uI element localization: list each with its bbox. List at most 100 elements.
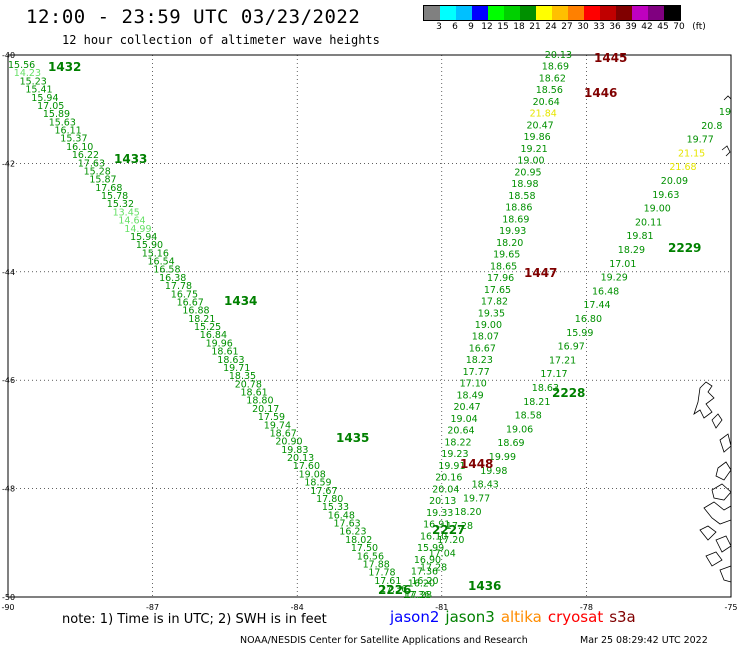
- swh-value-label: 20.90: [275, 437, 302, 448]
- color-swatch: [440, 6, 456, 20]
- swh-value-label: 15.78: [101, 191, 128, 202]
- swh-value-label: 15.89: [43, 109, 70, 120]
- swh-value-label: 16.20: [411, 576, 438, 587]
- swh-value-label: 16.58: [153, 265, 180, 276]
- swh-value-label: 18.69: [542, 62, 569, 73]
- coastline: [715, 461, 732, 481]
- swh-value-label: 18.58: [515, 411, 542, 422]
- color-scale-tick-label: 21: [529, 22, 541, 32]
- swh-value-label: 20.64: [533, 97, 560, 108]
- color-scale-tick-label: 9: [468, 22, 474, 32]
- swh-value-label: 18.21: [523, 397, 550, 408]
- swh-value-label: 15.41: [25, 85, 52, 96]
- swh-value-label: 16.23: [339, 527, 366, 538]
- swh-value-label: 16.88: [182, 306, 209, 317]
- mission-legend: jason2 jason3 altika cryosat s3a: [390, 608, 642, 626]
- color-swatch: [616, 6, 632, 20]
- swh-value-label: 19.23: [441, 449, 468, 460]
- lat-tick-label: -40: [2, 51, 15, 60]
- swh-value-label: 17.77: [463, 367, 490, 378]
- swh-value-label: 18.67: [270, 428, 297, 439]
- swh-value-label: 15.56: [8, 60, 35, 71]
- swh-value-label: 15.33: [322, 502, 349, 513]
- lon-tick-label: -90: [1, 603, 14, 612]
- swh-value-label: 20.13: [429, 496, 456, 507]
- swh-value-label: 15.63: [49, 117, 76, 128]
- swh-value-label: 20.11: [635, 217, 662, 228]
- swh-value-label: 18.02: [345, 535, 372, 546]
- swh-value-label: 17.82: [481, 297, 508, 308]
- swh-value-label: 15.32: [107, 199, 134, 210]
- swh-value-label: 18.65: [490, 261, 517, 272]
- swh-value-label: 19.86: [523, 132, 550, 143]
- swh-value-label: 17.65: [484, 285, 511, 296]
- swh-value-label: 19.98: [480, 466, 507, 477]
- swh-value-label: 19.33: [426, 508, 453, 519]
- mission-altika: altika: [500, 608, 542, 626]
- swh-value-label: 15.25: [194, 322, 221, 333]
- swh-value-label: 18.23: [466, 355, 493, 366]
- swh-value-label: 16.75: [171, 289, 198, 300]
- swh-value-label: 18.21: [188, 314, 215, 325]
- swh-value-label: 17.01: [609, 259, 636, 270]
- swh-value-label: 17.05: [37, 101, 64, 112]
- swh-value-label: 19.83: [281, 445, 308, 456]
- pass-time-label: 1436: [468, 579, 501, 593]
- color-swatch: [552, 6, 568, 20]
- lon-tick-label: -81: [435, 603, 448, 612]
- swh-value-label: 17.78: [165, 281, 192, 292]
- swh-value-label: 17.36: [411, 567, 438, 578]
- swh-value-label: 19.77: [687, 135, 714, 146]
- color-scale-tick-label: 3: [436, 22, 442, 32]
- color-scale-tick-label: 15: [497, 22, 509, 32]
- swh-value-label: 20.47: [453, 402, 480, 413]
- pass-time-label: 1432: [48, 60, 81, 74]
- swh-value-label: 17.36: [380, 584, 407, 595]
- coastline: [693, 381, 715, 419]
- swh-value-label: 19.93: [499, 226, 526, 237]
- swh-value-label: 15.94: [31, 93, 58, 104]
- color-scale-tick-label: 33: [593, 22, 605, 32]
- swh-value-label: 19.21: [520, 144, 547, 155]
- swh-value-label: 18.20: [496, 238, 523, 249]
- swh-value-label: 14.99: [124, 224, 151, 235]
- swh-value-label: 16.20: [408, 578, 435, 589]
- color-scale-tick-label: 36: [609, 22, 621, 32]
- color-scale-tick-label: 42: [641, 22, 653, 32]
- color-swatch: [568, 6, 584, 20]
- coastline: [705, 551, 723, 567]
- swh-value-label: 18.69: [502, 214, 529, 225]
- lon-tick-label: -87: [146, 603, 159, 612]
- swh-value-label: 15.90: [136, 240, 163, 251]
- swh-value-label: 15.23: [20, 76, 47, 87]
- swh-value-label: 18.59: [304, 478, 331, 489]
- swh-value-label: 17.59: [258, 412, 285, 423]
- swh-value-label: 19.65: [493, 250, 520, 261]
- credit-line: NOAA/NESDIS Center for Satellite Applica…: [240, 635, 528, 646]
- pass-time-label: 1448: [460, 457, 493, 471]
- color-swatch: [584, 6, 600, 20]
- swh-value-label: 16.22: [72, 150, 99, 161]
- color-swatch: [536, 6, 552, 20]
- swh-value-label: 15.99: [417, 543, 444, 554]
- swh-value-label: 13.45: [113, 207, 140, 218]
- swh-value-label: 17.61: [374, 576, 401, 587]
- swh-value-label: 18.29: [618, 245, 645, 256]
- swh-value-label: 17.96: [487, 273, 514, 284]
- color-scale-tick-label: 12: [481, 22, 493, 32]
- swh-value-label: 18.56: [536, 85, 563, 96]
- mission-s3a: s3a: [609, 608, 636, 626]
- swh-value-label: 16.80: [575, 314, 602, 325]
- color-scale-tick-label: 70: [673, 22, 685, 32]
- swh-value-label: 19.96: [206, 338, 233, 349]
- map-frame: [7, 54, 732, 598]
- swh-value-label: 18.69: [497, 438, 524, 449]
- swh-value-label: 18.86: [505, 203, 532, 214]
- page-title: 12:00 - 23:59 UTC 03/23/2022: [26, 6, 361, 28]
- color-swatch: [472, 6, 488, 20]
- swh-value-label: 20.04: [432, 484, 459, 495]
- swh-value-label: 20.47: [526, 120, 553, 131]
- swh-value-label: 16.54: [148, 257, 175, 268]
- color-scale-tick-label: 6: [452, 22, 458, 32]
